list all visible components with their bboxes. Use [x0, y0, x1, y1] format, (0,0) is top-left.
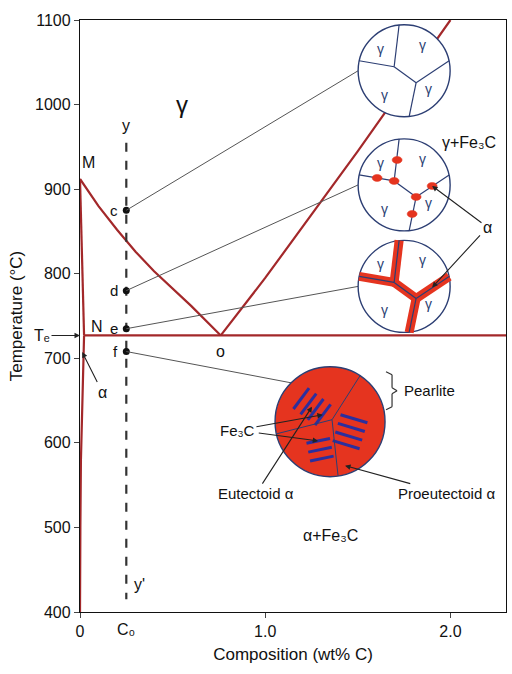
svg-text:γ: γ: [381, 302, 388, 318]
svg-text:1.0: 1.0: [254, 623, 276, 640]
svg-text:Proeutectoid α: Proeutectoid α: [398, 485, 495, 502]
svg-text:γ: γ: [381, 201, 388, 217]
svg-text:γ: γ: [377, 256, 384, 272]
svg-text:d: d: [110, 282, 118, 299]
svg-text:γ: γ: [381, 87, 388, 103]
svg-text:e: e: [110, 320, 118, 337]
svg-text:C₀: C₀: [117, 621, 135, 638]
svg-text:M: M: [82, 154, 95, 171]
svg-text:f: f: [113, 343, 118, 360]
svg-text:γ+Fe₃C: γ+Fe₃C: [442, 134, 496, 151]
svg-text:Temperature (°C): Temperature (°C): [7, 251, 26, 382]
svg-text:γ: γ: [419, 252, 426, 268]
svg-text:1100: 1100: [36, 12, 71, 29]
svg-text:600: 600: [44, 434, 71, 451]
svg-text:Fe₃C: Fe₃C: [220, 422, 255, 439]
svg-text:γ: γ: [377, 155, 384, 171]
svg-text:700: 700: [44, 350, 71, 367]
svg-text:γ: γ: [419, 151, 426, 167]
svg-text:α: α: [98, 384, 107, 401]
svg-text:1000: 1000: [35, 96, 71, 113]
svg-text:y': y': [134, 576, 145, 593]
svg-text:Eutectoid α: Eutectoid α: [218, 485, 294, 502]
svg-text:α: α: [483, 219, 492, 236]
svg-text:α+Fe₃C: α+Fe₃C: [303, 527, 358, 544]
svg-text:0: 0: [76, 623, 85, 640]
svg-text:o: o: [216, 343, 225, 360]
svg-text:γ: γ: [176, 91, 188, 118]
svg-text:N: N: [91, 318, 103, 335]
svg-text:y: y: [122, 117, 130, 134]
svg-text:γ: γ: [425, 81, 432, 97]
svg-text:800: 800: [44, 265, 71, 282]
svg-text:γ: γ: [377, 41, 384, 57]
svg-text:Tₑ: Tₑ: [34, 327, 50, 344]
svg-text:c: c: [110, 202, 118, 219]
svg-text:Composition (wt% C): Composition (wt% C): [213, 645, 373, 664]
svg-text:400: 400: [44, 604, 71, 621]
svg-text:2.0: 2.0: [439, 623, 461, 640]
svg-text:Pearlite: Pearlite: [404, 382, 455, 399]
svg-text:500: 500: [44, 519, 71, 536]
svg-text:γ: γ: [425, 195, 432, 211]
svg-text:γ: γ: [425, 296, 432, 312]
svg-text:900: 900: [44, 181, 71, 198]
svg-text:γ: γ: [419, 37, 426, 53]
